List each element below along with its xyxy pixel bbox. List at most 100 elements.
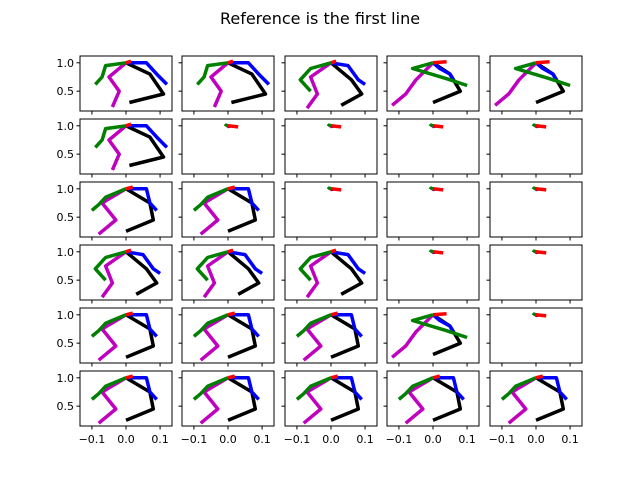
pose-lines: [428, 123, 444, 129]
green-series-line: [223, 123, 229, 128]
x-tick-label: −0.1: [489, 433, 516, 446]
y-tick-label: 0.5: [57, 85, 75, 98]
blue-series-line: [228, 61, 271, 86]
green-series-line: [326, 123, 332, 128]
red-series-line: [227, 185, 236, 191]
black-series-line: [329, 61, 364, 107]
y-tick-label: 0.5: [57, 337, 75, 350]
x-tick-label: 0.1: [253, 433, 271, 446]
magenta-series-line: [305, 61, 332, 110]
pose-lines: [326, 123, 342, 129]
magenta-series-line: [199, 376, 229, 425]
axes-frame: [489, 307, 583, 364]
pose-lines: [493, 59, 571, 107]
subplot-0-0: 0.5 1.0: [57, 55, 173, 115]
black-series-line: [227, 187, 258, 233]
black-series-line: [227, 61, 268, 105]
pose-lines: [390, 311, 468, 359]
subplot-4-4: [486, 307, 583, 367]
subplot-3-3: [383, 244, 480, 304]
x-tick-label: 0.1: [151, 433, 169, 446]
y-tick-label: 1.0: [57, 372, 75, 385]
red-series-line: [535, 59, 550, 65]
pose-lines: [295, 374, 363, 425]
green-series-line: [90, 376, 127, 401]
green-series-line: [428, 123, 434, 128]
subplot-1-4: [486, 118, 583, 178]
y-tick-label: 1.0: [57, 120, 75, 133]
magenta-series-line: [209, 61, 230, 108]
magenta-series-line: [97, 187, 127, 236]
red-series-line: [432, 187, 444, 192]
green-series-line: [298, 250, 332, 282]
green-series-line: [397, 376, 434, 401]
subplot-5-0: 0.5 1.0 −0.1 0.0 0.1: [57, 370, 173, 446]
red-series-line: [227, 124, 239, 129]
subplot-0-4: [486, 55, 583, 115]
black-series-line: [227, 376, 258, 422]
green-series-line: [500, 376, 537, 401]
magenta-series-line: [97, 313, 127, 362]
black-series-line: [330, 376, 361, 422]
green-series-line: [298, 61, 332, 93]
red-series-line: [125, 311, 134, 317]
green-series-line: [513, 61, 571, 88]
subplot-5-2: −0.1 0.0 0.1: [281, 370, 378, 446]
subplot-0-1: [178, 55, 275, 115]
red-series-line: [227, 311, 236, 317]
pose-lines: [295, 311, 363, 362]
red-series-line: [535, 124, 547, 129]
axes-frame: [181, 118, 275, 175]
red-series-line: [330, 124, 342, 129]
subplot-4-1: [178, 307, 275, 367]
subplot-2-4: [486, 181, 583, 241]
black-series-line: [226, 250, 261, 296]
red-series-line: [125, 185, 134, 191]
green-series-line: [90, 187, 127, 212]
blue-series-line: [126, 124, 169, 149]
subplot-3-4: [486, 244, 583, 304]
pose-lines: [531, 186, 547, 192]
green-series-line: [326, 186, 332, 191]
blue-series-line: [431, 61, 455, 81]
pose-lines: [428, 186, 444, 192]
red-series-line: [330, 59, 337, 65]
pose-lines: [531, 312, 547, 318]
red-series-line: [227, 59, 234, 65]
y-tick-label: 0.5: [57, 148, 75, 161]
black-series-line: [125, 61, 166, 105]
pose-lines: [93, 248, 162, 299]
magenta-series-line: [507, 376, 537, 425]
x-tick-label: −0.1: [181, 433, 208, 446]
subplot-2-0: 0.5 1.0: [57, 181, 173, 241]
green-series-line: [90, 313, 127, 338]
red-series-line: [432, 124, 444, 129]
red-series-line: [227, 374, 236, 380]
x-tick-label: 0.0: [527, 433, 545, 446]
y-tick-label: 0.5: [57, 400, 75, 413]
subplot-4-2: [281, 307, 378, 367]
subplot-1-2: [281, 118, 378, 178]
red-series-line: [432, 374, 441, 380]
axes-frame: [489, 118, 583, 175]
pose-lines: [90, 185, 158, 236]
green-series-line: [531, 249, 537, 254]
subplot-2-1: [178, 181, 275, 241]
y-tick-label: 1.0: [57, 309, 75, 322]
green-series-line: [195, 250, 229, 282]
x-tick-label: 0.0: [219, 433, 237, 446]
black-series-line: [330, 313, 361, 359]
pose-lines: [195, 248, 264, 299]
pose-lines: [298, 59, 367, 110]
x-tick-label: 0.1: [356, 433, 374, 446]
blue-series-line: [330, 61, 367, 86]
magenta-series-line: [107, 61, 128, 108]
blue-series-line: [126, 187, 158, 212]
subplot-5-1: −0.1 0.0 0.1: [178, 370, 275, 446]
blue-series-line: [331, 376, 363, 401]
x-tick-label: 0.0: [117, 433, 135, 446]
green-series-line: [295, 376, 332, 401]
subplot-2-3: [383, 181, 480, 241]
subplot-3-0: 0.5 1.0: [57, 244, 173, 304]
